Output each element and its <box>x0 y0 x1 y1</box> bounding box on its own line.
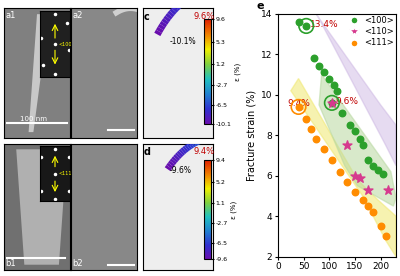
Polygon shape <box>291 79 396 257</box>
Text: 9.4%: 9.4% <box>194 147 215 156</box>
Point <box>357 137 363 142</box>
Point <box>375 168 381 172</box>
Text: <111>: <111> <box>59 171 76 176</box>
Polygon shape <box>288 4 396 166</box>
Point <box>303 24 310 28</box>
Text: -9.6%: -9.6% <box>170 166 192 175</box>
Polygon shape <box>319 75 396 206</box>
Point <box>303 24 310 28</box>
Point <box>295 105 302 109</box>
Point <box>364 157 371 162</box>
Point <box>334 89 340 93</box>
Point <box>329 101 335 105</box>
Text: -10.1%: -10.1% <box>170 37 196 46</box>
Point <box>339 111 345 115</box>
Text: 9.6%: 9.6% <box>194 12 215 21</box>
Text: e: e <box>257 1 264 11</box>
Point <box>347 123 353 127</box>
Point <box>360 198 366 202</box>
Point <box>303 117 310 121</box>
Point <box>313 137 320 142</box>
Point <box>308 127 314 131</box>
Text: b1: b1 <box>5 259 16 268</box>
Text: d: d <box>144 147 151 157</box>
Text: a1: a1 <box>5 11 16 20</box>
Point <box>321 147 327 152</box>
Point <box>295 105 302 109</box>
Text: 9.4%: 9.4% <box>287 99 310 108</box>
Point <box>329 101 335 105</box>
Point <box>352 129 358 133</box>
Point <box>364 204 371 208</box>
Point <box>311 56 317 60</box>
Text: 100 nm: 100 nm <box>20 116 47 122</box>
Text: c: c <box>144 12 150 22</box>
Point <box>316 64 322 69</box>
Point <box>370 163 376 168</box>
Point <box>329 157 335 162</box>
Polygon shape <box>16 149 67 265</box>
Point <box>321 70 327 75</box>
Y-axis label: Fracture strain (%): Fracture strain (%) <box>247 90 257 181</box>
Point <box>382 234 389 239</box>
Point <box>360 143 366 148</box>
Text: 13.4%: 13.4% <box>310 20 339 30</box>
Point <box>295 20 302 24</box>
Text: <100>: <100> <box>59 42 76 47</box>
Point <box>370 210 376 214</box>
Point <box>344 180 350 184</box>
Point <box>352 174 358 178</box>
Text: a2: a2 <box>72 11 83 20</box>
Point <box>364 188 371 192</box>
Text: 9.6%: 9.6% <box>336 97 358 106</box>
Point <box>378 224 384 229</box>
Point <box>380 171 386 176</box>
Legend: <100>, <110>, <111>: <100>, <110>, <111> <box>346 16 394 47</box>
Point <box>326 76 332 81</box>
Y-axis label: ε (%): ε (%) <box>230 201 237 219</box>
Point <box>385 188 392 192</box>
Point <box>344 143 350 148</box>
Point <box>336 169 343 174</box>
Point <box>331 83 338 87</box>
Point <box>357 176 363 180</box>
Point <box>352 190 358 194</box>
Polygon shape <box>29 14 49 132</box>
Point <box>329 101 335 105</box>
Text: b2: b2 <box>72 259 83 268</box>
Y-axis label: ε (%): ε (%) <box>234 63 240 81</box>
